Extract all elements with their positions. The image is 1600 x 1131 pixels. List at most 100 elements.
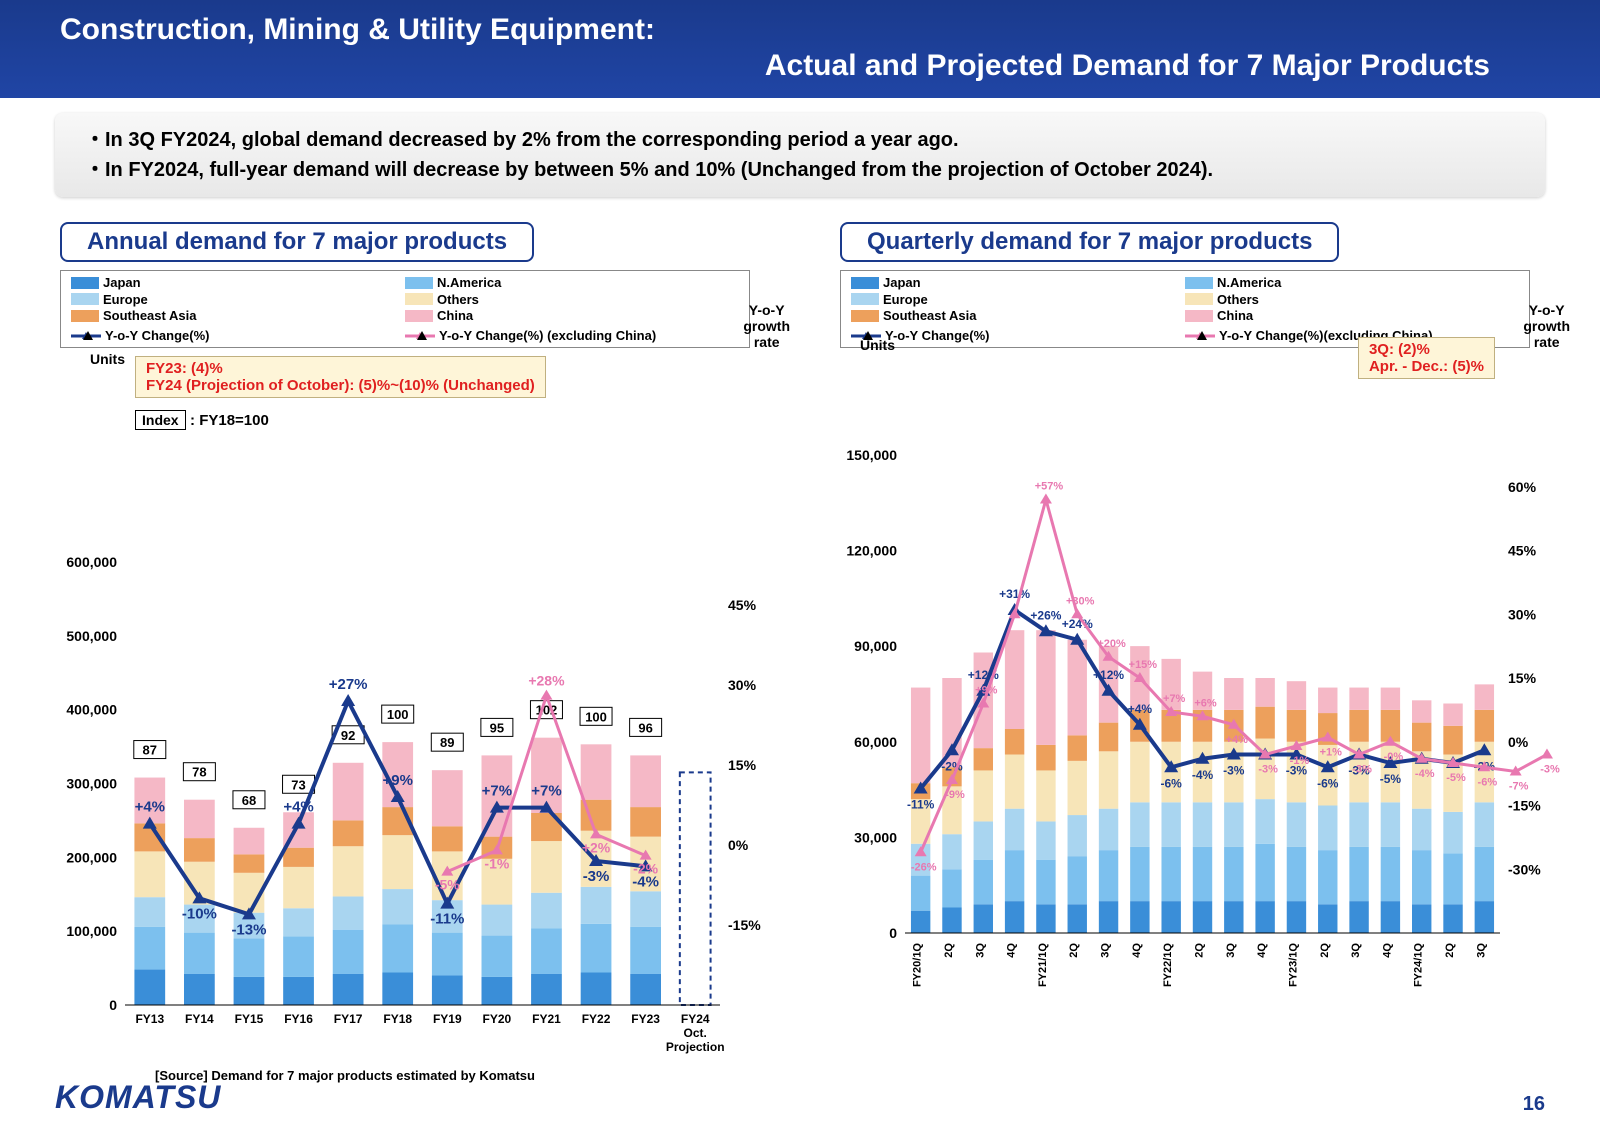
svg-text:-11%: -11% <box>430 910 464 927</box>
svg-text:0%: 0% <box>1508 733 1529 749</box>
svg-text:3Q: 3Q <box>1350 942 1362 957</box>
index-box: Index <box>135 410 186 430</box>
svg-text:-3%: -3% <box>1223 763 1245 777</box>
svg-text:FY24/1Q: FY24/1Q <box>1413 942 1425 986</box>
svg-text:400,000: 400,000 <box>66 701 117 717</box>
svg-text:FY23: FY23 <box>631 1012 660 1026</box>
svg-text:FY20: FY20 <box>483 1012 512 1026</box>
svg-text:3Q: 3Q <box>1100 942 1112 957</box>
svg-text:-3%: -3% <box>1540 763 1560 775</box>
svg-text:-6%: -6% <box>1317 776 1339 790</box>
svg-text:2Q: 2Q <box>1194 942 1206 957</box>
svg-text:4Q: 4Q <box>1006 942 1018 957</box>
svg-text:+30%: +30% <box>1066 595 1095 607</box>
svg-text:-3%: -3% <box>1352 763 1372 775</box>
svg-text:+28%: +28% <box>528 672 565 688</box>
svg-text:-26%: -26% <box>911 861 937 873</box>
svg-text:3Q: 3Q <box>974 942 986 957</box>
svg-text:89: 89 <box>440 735 454 750</box>
svg-text:2Q: 2Q <box>1444 942 1456 957</box>
annual-chart-area: 0100,000200,000300,000400,000500,000600,… <box>40 435 780 1095</box>
svg-text:Oct.: Oct. <box>684 1026 707 1040</box>
svg-text:-4%: -4% <box>1192 767 1214 781</box>
svg-text:FY21/1Q: FY21/1Q <box>1037 942 1049 986</box>
charts-container: Annual demand for 7 major products Japan… <box>0 212 1600 1095</box>
quarterly-chart-title: Quarterly demand for 7 major products <box>840 222 1339 262</box>
svg-text:2Q: 2Q <box>1068 942 1080 957</box>
slide-footer: KOMATSU 16 <box>55 1079 1545 1116</box>
svg-text:95: 95 <box>490 720 504 735</box>
svg-text:FY16: FY16 <box>284 1012 313 1026</box>
svg-text:+26%: +26% <box>1030 608 1061 622</box>
svg-text:+20%: +20% <box>1097 637 1126 649</box>
svg-text:+6%: +6% <box>1194 697 1217 709</box>
index-text: : FY18=100 <box>190 412 269 429</box>
svg-text:FY22/1Q: FY22/1Q <box>1162 942 1174 986</box>
svg-text:-2%: -2% <box>633 860 658 876</box>
komatsu-logo: KOMATSU <box>55 1079 221 1116</box>
quarterly-legend: JapanN.AmericaEuropeOthersSoutheast Asia… <box>840 270 1530 348</box>
svg-text:-15%: -15% <box>1508 797 1541 813</box>
svg-text:+27%: +27% <box>329 676 368 693</box>
svg-text:96: 96 <box>638 720 652 735</box>
annual-chart-panel: Annual demand for 7 major products Japan… <box>40 222 780 1095</box>
svg-text:-5%: -5% <box>1446 772 1466 784</box>
svg-text:-4%: -4% <box>1415 767 1435 779</box>
annual-legend: JapanN.AmericaEuropeOthersSoutheast Asia… <box>60 270 750 348</box>
svg-text:-3%: -3% <box>1258 763 1278 775</box>
svg-text:+7%: +7% <box>1163 693 1186 705</box>
svg-text:600,000: 600,000 <box>66 553 117 569</box>
svg-text:200,000: 200,000 <box>66 849 117 865</box>
svg-text:-5%: -5% <box>435 876 460 892</box>
svg-text:-15%: -15% <box>728 917 761 933</box>
svg-text:-10%: -10% <box>182 905 217 922</box>
svg-text:45%: 45% <box>1508 542 1537 558</box>
svg-text:FY17: FY17 <box>334 1012 363 1026</box>
svg-text:73: 73 <box>291 777 305 792</box>
svg-text:92: 92 <box>341 727 355 742</box>
svg-text:+4%: +4% <box>1226 733 1249 745</box>
svg-text:+7%: +7% <box>482 782 512 799</box>
svg-text:+2%: +2% <box>582 839 611 855</box>
quarterly-chart-svg: 030,00060,00090,000120,000150,000-30%-15… <box>820 393 1560 1033</box>
svg-text:+15%: +15% <box>1129 659 1158 671</box>
svg-text:0%: 0% <box>728 837 749 853</box>
quarterly-note-box: 3Q: (2)% Apr. - Dec.: (5)% <box>1358 337 1495 379</box>
svg-text:-9%: -9% <box>945 789 965 801</box>
svg-text:60%: 60% <box>1508 478 1537 494</box>
svg-text:4Q: 4Q <box>1131 942 1143 957</box>
svg-text:100,000: 100,000 <box>66 923 117 939</box>
summary-line2: ・In FY2024, full-year demand will decrea… <box>85 155 1515 185</box>
svg-text:-7%: -7% <box>1509 780 1529 792</box>
svg-text:30%: 30% <box>1508 606 1537 622</box>
quarterly-note1: 3Q: (2)% <box>1369 341 1484 358</box>
svg-text:-1%: -1% <box>484 855 509 871</box>
svg-text:4Q: 4Q <box>1256 942 1268 957</box>
annual-note-box: FY23: (4)% FY24 (Projection of October):… <box>135 356 546 398</box>
annual-note2: FY24 (Projection of October): (5)%~(10)%… <box>146 377 535 394</box>
svg-text:0: 0 <box>889 925 897 941</box>
svg-text:15%: 15% <box>728 757 757 773</box>
svg-text:FY22: FY22 <box>582 1012 611 1026</box>
svg-text:FY20/1Q: FY20/1Q <box>912 942 924 986</box>
page-number: 16 <box>1523 1093 1545 1116</box>
svg-text:FY19: FY19 <box>433 1012 462 1026</box>
quarterly-chart-panel: Quarterly demand for 7 major products Ja… <box>820 222 1560 1095</box>
svg-text:-5%: -5% <box>1380 772 1402 786</box>
yoy-axis-label: Y-o-Y growth rate <box>743 302 790 350</box>
annual-chart-title: Annual demand for 7 major products <box>60 222 534 262</box>
svg-text:150,000: 150,000 <box>846 446 897 462</box>
title-line1: Construction, Mining & Utility Equipment… <box>60 10 1540 49</box>
svg-text:30,000: 30,000 <box>854 829 897 845</box>
quarterly-chart-area: 030,00060,00090,000120,000150,000-30%-15… <box>820 393 1560 1053</box>
svg-text:120,000: 120,000 <box>846 542 897 558</box>
svg-text:-30%: -30% <box>1508 861 1541 877</box>
svg-text:+57%: +57% <box>1035 480 1064 492</box>
svg-text:100: 100 <box>585 709 607 724</box>
svg-text:15%: 15% <box>1508 670 1537 686</box>
svg-text:-11%: -11% <box>907 797 935 811</box>
svg-text:300,000: 300,000 <box>66 775 117 791</box>
annual-note1: FY23: (4)% <box>146 360 535 377</box>
svg-text:+31%: +31% <box>999 587 1030 601</box>
svg-text:45%: 45% <box>728 597 757 613</box>
